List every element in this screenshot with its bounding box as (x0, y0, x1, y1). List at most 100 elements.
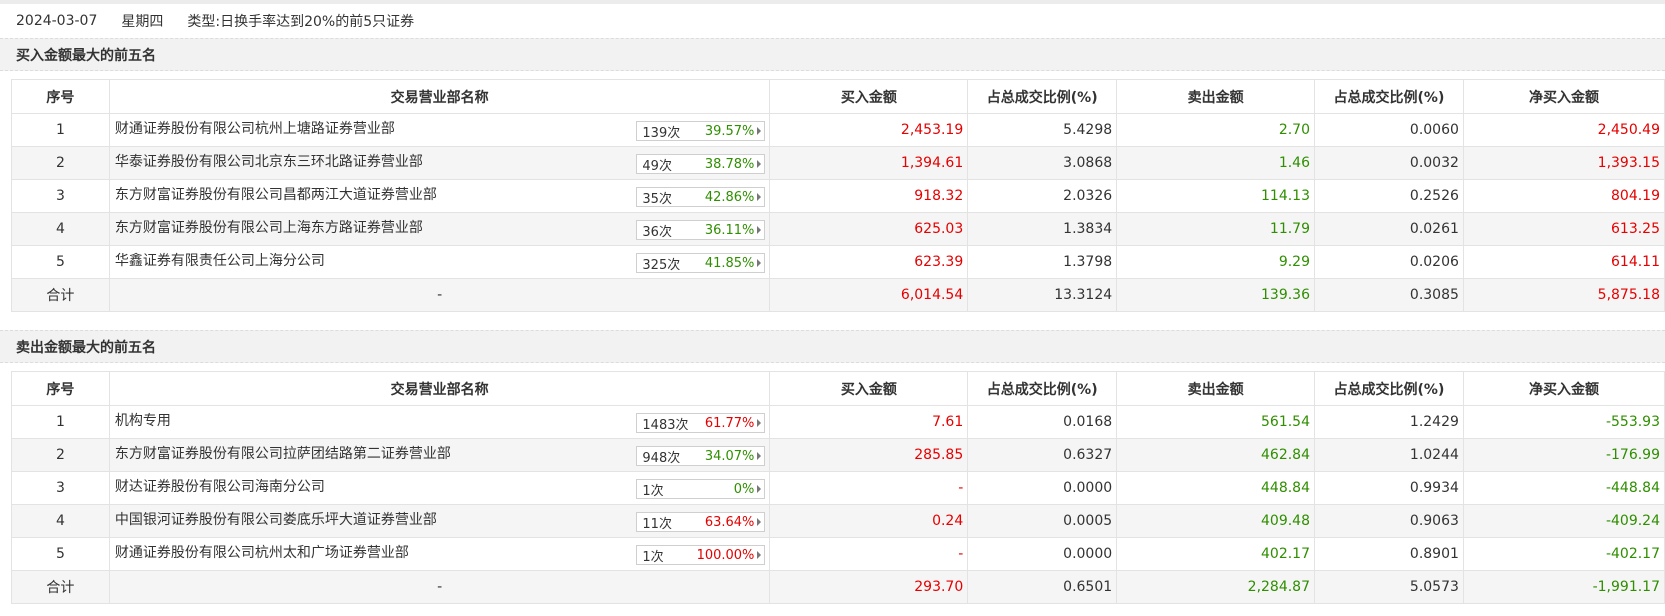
total-net-amount: 5,875.18 (1462, 278, 1665, 312)
table-row[interactable]: 2 华泰证券股份有限公司北京东三环北路证券营业部 49次 38.78% 1,394.61… (11, 146, 1665, 180)
total-buy-ratio: 13.3124 (967, 278, 1118, 312)
broker-name-link[interactable]: 机构专用 (114, 413, 171, 429)
sell-amount-cell: 9.29 (1116, 245, 1315, 279)
sell-ratio-cell: 1.2429 (1314, 405, 1464, 439)
rank-cell: 3 (11, 471, 110, 505)
win-rate: 36.11% (704, 222, 755, 238)
broker-stats-badge[interactable]: 49次 38.78% (636, 154, 766, 174)
broker-stats-badge[interactable]: 325次 41.85% (636, 253, 766, 273)
sell-top5-section-title: 卖出金额最大的前五名 (0, 330, 1665, 363)
table-row[interactable]: 4 中国银河证券股份有限公司娄底乐坪大道证券营业部 11次 63.64% 0.24 0.0… (11, 504, 1665, 538)
column-header: 卖出金额 (1116, 79, 1315, 114)
sell-amount-cell: 409.48 (1116, 504, 1315, 538)
table-header-row: 序号 交易营业部名称 买入金额 占总成交比例(%) 卖出金额 占总成交比例(%) 净买入金额 (11, 79, 1665, 114)
caret-right-icon[interactable] (757, 551, 762, 559)
win-rate: 42.86% (704, 189, 755, 205)
table-row[interactable]: 5 财通证券股份有限公司杭州太和广场证券营业部 1次 100.00% -0.0000 40… (11, 537, 1665, 571)
broker-name-link[interactable]: 中国银河证券股份有限公司娄底乐坪大道证券营业部 (114, 512, 437, 528)
broker-stats-badge[interactable]: 1483次 61.77% (636, 413, 766, 433)
caret-right-icon[interactable] (757, 160, 762, 168)
caret-right-icon[interactable] (757, 419, 762, 427)
broker-cell: 财通证券股份有限公司杭州太和广场证券营业部 1次 100.00% (108, 537, 771, 571)
broker-name-link[interactable]: 东方财富证券股份有限公司上海东方路证券营业部 (114, 220, 423, 236)
broker-stats-badge[interactable]: 139次 39.57% (636, 121, 766, 141)
sell-amount-cell: 114.13 (1116, 179, 1315, 213)
rank-cell: 4 (11, 212, 110, 246)
buy-amount-cell: - (769, 537, 969, 571)
total-sell-ratio: 0.3085 (1314, 278, 1464, 312)
broker-name-link[interactable]: 华鑫证券有限责任公司上海分公司 (114, 253, 325, 269)
broker-name-link[interactable]: 财通证券股份有限公司杭州太和广场证券营业部 (114, 545, 409, 561)
total-row: 合计 -293.70 0.6501 2,284.87 5.0573 -1,991.17 (11, 570, 1665, 604)
broker-cell: 华鑫证券有限责任公司上海分公司 325次 41.85% (108, 245, 771, 279)
sell-amount-cell: 561.54 (1116, 405, 1315, 439)
buy-ratio-cell: 0.0005 (967, 504, 1118, 538)
buy-ratio-cell: 3.0868 (967, 146, 1118, 180)
total-sell-amount: 2,284.87 (1116, 570, 1315, 604)
sell-amount-cell: 2.70 (1116, 113, 1315, 147)
table-row[interactable]: 3 东方财富证券股份有限公司昌都两江大道证券营业部 35次 42.86% 918.32 2… (11, 179, 1665, 213)
column-header: 买入金额 (769, 371, 969, 406)
table-row[interactable]: 5 华鑫证券有限责任公司上海分公司 325次 41.85% 623.39 1.3798 9.… (11, 245, 1665, 279)
broker-stats-badge[interactable]: 1次 0% (636, 479, 766, 499)
buy-amount-cell: 7.61 (769, 405, 969, 439)
buy-ratio-cell: 2.0326 (967, 179, 1118, 213)
rank-cell: 3 (11, 179, 110, 213)
column-header: 交易营业部名称 (108, 79, 771, 114)
caret-right-icon[interactable] (757, 485, 762, 493)
total-net-amount: -1,991.17 (1462, 570, 1665, 604)
caret-right-icon[interactable] (757, 259, 762, 267)
appearance-count: 1次 (642, 549, 664, 565)
broker-name-link[interactable]: 东方财富证券股份有限公司拉萨团结路第二证券营业部 (114, 446, 451, 462)
buy-amount-cell: 2,453.19 (769, 113, 969, 147)
broker-stats-badge[interactable]: 11次 63.64% (636, 512, 766, 532)
column-header: 占总成交比例(%) (1314, 79, 1464, 114)
column-header: 买入金额 (769, 79, 969, 114)
buy-ratio-cell: 0.0000 (967, 471, 1118, 505)
rank-cell: 1 (11, 405, 110, 439)
net-amount-cell: -176.99 (1462, 438, 1665, 472)
win-rate: 63.64% (704, 514, 755, 530)
column-header: 占总成交比例(%) (967, 79, 1118, 114)
table-row[interactable]: 2 东方财富证券股份有限公司拉萨团结路第二证券营业部 948次 34.07% 285.8… (11, 438, 1665, 472)
table-row[interactable]: 3 财达证券股份有限公司海南分公司 1次 0% -0.0000 448.84 0.9934-… (11, 471, 1665, 505)
sell-amount-cell: 11.79 (1116, 212, 1315, 246)
info-bar: 2024-03-07 星期四 类型: 日换手率达到20%的前5只证券 (0, 4, 1665, 38)
table-row[interactable]: 1 机构专用 1483次 61.77% 7.61 0.0168 561.54 1.2429 -5… (11, 405, 1665, 439)
broker-stats-badge[interactable]: 1次 100.00% (636, 545, 766, 565)
net-amount-cell: 1,393.15 (1462, 146, 1665, 180)
buy-ratio-cell: 0.6327 (967, 438, 1118, 472)
sell-ratio-cell: 0.0261 (1314, 212, 1464, 246)
appearance-count: 11次 (642, 516, 672, 532)
column-header: 净买入金额 (1462, 79, 1665, 114)
caret-right-icon[interactable] (757, 226, 762, 234)
type-value: 日换手率达到20%的前5只证券 (220, 14, 415, 30)
broker-stats-badge[interactable]: 36次 36.11% (636, 220, 766, 240)
column-header: 卖出金额 (1116, 371, 1315, 406)
table-row[interactable]: 1 财通证券股份有限公司杭州上塘路证券营业部 139次 39.57% 2,453.19 5… (11, 113, 1665, 147)
broker-name-link[interactable]: 财通证券股份有限公司杭州上塘路证券营业部 (114, 121, 395, 137)
broker-stats-badge[interactable]: 35次 42.86% (636, 187, 766, 207)
buy-amount-cell: - (769, 471, 969, 505)
table-row[interactable]: 4 东方财富证券股份有限公司上海东方路证券营业部 36次 36.11% 625.03 1.… (11, 212, 1665, 246)
win-rate: 61.77% (704, 415, 755, 431)
broker-name-link[interactable]: 华泰证券股份有限公司北京东三环北路证券营业部 (114, 154, 423, 170)
total-name-cell: - (108, 570, 771, 604)
broker-cell: 华泰证券股份有限公司北京东三环北路证券营业部 49次 38.78% (108, 146, 771, 180)
appearance-count: 325次 (642, 257, 681, 273)
caret-right-icon[interactable] (757, 452, 762, 460)
top-strip (0, 0, 1665, 4)
broker-cell: 东方财富证券股份有限公司拉萨团结路第二证券营业部 948次 34.07% (108, 438, 771, 472)
sell-ratio-cell: 0.0206 (1314, 245, 1464, 279)
caret-right-icon[interactable] (757, 127, 762, 135)
appearance-count: 1483次 (642, 417, 689, 433)
sell-ratio-cell: 0.9934 (1314, 471, 1464, 505)
caret-right-icon[interactable] (757, 193, 762, 201)
broker-name-link[interactable]: 东方财富证券股份有限公司昌都两江大道证券营业部 (114, 187, 437, 203)
net-amount-cell: -402.17 (1462, 537, 1665, 571)
caret-right-icon[interactable] (757, 518, 762, 526)
net-amount-cell: -448.84 (1462, 471, 1665, 505)
broker-stats-badge[interactable]: 948次 34.07% (636, 446, 766, 466)
broker-name-link[interactable]: 财达证券股份有限公司海南分公司 (114, 479, 325, 495)
rank-cell: 2 (11, 438, 110, 472)
